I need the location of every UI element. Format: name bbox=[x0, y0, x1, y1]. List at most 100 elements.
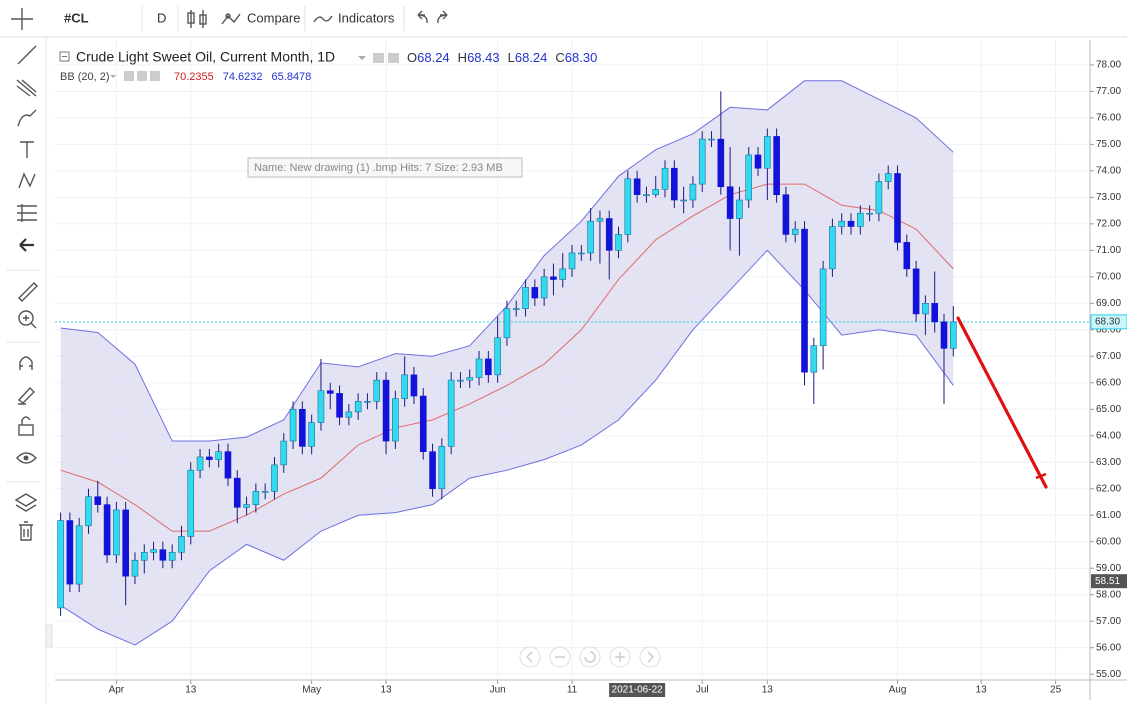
compare-icon[interactable] bbox=[221, 13, 241, 25]
candle-body bbox=[438, 446, 446, 490]
crosshair-tool[interactable] bbox=[11, 8, 33, 30]
candle-body bbox=[736, 199, 743, 219]
y-tick-label: 73.00 bbox=[1096, 192, 1121, 203]
indicators-button[interactable]: Indicators bbox=[338, 10, 395, 25]
interval[interactable]: D bbox=[157, 10, 166, 25]
lock-drawing-tool[interactable] bbox=[17, 386, 35, 405]
collapse-legend[interactable] bbox=[59, 51, 70, 62]
chart-style-button[interactable] bbox=[187, 10, 207, 28]
x-tick-label: 13 bbox=[185, 685, 197, 696]
candle-body bbox=[624, 178, 632, 235]
x-tick-label: May bbox=[302, 685, 321, 696]
candle-body bbox=[206, 456, 213, 460]
candle-body bbox=[596, 218, 604, 222]
indicator-settings[interactable] bbox=[124, 71, 134, 81]
candle-body bbox=[540, 276, 548, 299]
y-tick-label: 64.00 bbox=[1096, 430, 1121, 441]
y-tick-label: 61.00 bbox=[1096, 510, 1121, 521]
settings-icon[interactable] bbox=[373, 53, 384, 63]
dropdown-arrow[interactable] bbox=[110, 75, 116, 78]
candle-body bbox=[168, 552, 176, 561]
candle-body bbox=[150, 549, 157, 553]
text-tool[interactable] bbox=[20, 141, 34, 158]
pattern-tool[interactable] bbox=[18, 172, 36, 189]
trend-line-tool[interactable] bbox=[17, 45, 37, 65]
y-tick-label: 62.00 bbox=[1096, 483, 1121, 494]
candle-body bbox=[605, 218, 613, 251]
candle-body bbox=[299, 408, 306, 447]
candle-body bbox=[233, 477, 241, 508]
candle-body bbox=[419, 395, 427, 452]
candle-body bbox=[410, 374, 418, 397]
x-tick-label: 13 bbox=[976, 685, 988, 696]
undo-button[interactable] bbox=[417, 10, 428, 24]
candle-body bbox=[280, 440, 288, 466]
candle-body bbox=[66, 520, 74, 585]
layers-tool[interactable] bbox=[14, 493, 38, 512]
candle-body bbox=[689, 183, 697, 201]
trash-tool[interactable] bbox=[19, 521, 33, 541]
ohlc-value: 68.43 bbox=[467, 50, 500, 65]
fib-tool[interactable] bbox=[16, 79, 37, 97]
magnet-tool[interactable] bbox=[19, 356, 33, 370]
y-tick-label: 78.00 bbox=[1096, 60, 1121, 71]
indicator-name: BB (20, 2) bbox=[60, 71, 110, 83]
dropdown-arrow[interactable] bbox=[358, 56, 366, 60]
symbol[interactable]: #CL bbox=[64, 10, 89, 25]
zoom-tool[interactable] bbox=[18, 310, 37, 329]
candle-body bbox=[698, 138, 706, 185]
measure-tool[interactable] bbox=[18, 282, 38, 302]
indicator-value: 74.6232 bbox=[223, 71, 263, 83]
candle-body bbox=[866, 212, 873, 215]
reset[interactable] bbox=[579, 646, 601, 668]
redo-button[interactable] bbox=[437, 10, 448, 24]
candle-body bbox=[726, 186, 734, 219]
candle-body bbox=[522, 287, 529, 309]
scroll-left[interactable] bbox=[519, 646, 541, 668]
candle-body bbox=[103, 504, 111, 556]
candle-body bbox=[140, 552, 148, 561]
prediction-tool[interactable] bbox=[17, 204, 37, 222]
candle-body bbox=[392, 398, 399, 442]
indicator-values: 70.2355 74.6232 65.8478 bbox=[174, 71, 311, 83]
y-tick-label: 76.00 bbox=[1096, 113, 1121, 124]
indicator-visibility[interactable] bbox=[137, 71, 147, 81]
candle-body bbox=[354, 401, 362, 413]
brush-tool[interactable] bbox=[17, 109, 37, 127]
candle-body bbox=[85, 496, 92, 527]
candle-body bbox=[931, 303, 939, 323]
y-tick-label: 57.00 bbox=[1096, 616, 1121, 627]
candle-body bbox=[531, 287, 539, 299]
candle-body bbox=[243, 504, 250, 508]
chart-title: Crude Light Sweet Oil, Current Month, 1D bbox=[76, 49, 335, 65]
candle-body bbox=[447, 379, 455, 447]
candle-body bbox=[922, 303, 929, 315]
x-tick-label: Aug bbox=[889, 685, 907, 696]
visibility-icon[interactable] bbox=[388, 53, 399, 63]
zoom-controls bbox=[519, 646, 661, 668]
y-tick-label: 67.00 bbox=[1096, 351, 1121, 362]
candle-body bbox=[429, 451, 436, 490]
x-tick-label: Jul bbox=[696, 685, 709, 696]
y-tick-label: 60.00 bbox=[1096, 536, 1121, 547]
ohlc-legend: O68.24 H68.43 L68.24 C68.30 bbox=[407, 50, 597, 65]
x-tick-label: 11 bbox=[567, 685, 578, 696]
candle-body bbox=[261, 491, 269, 493]
back-arrow[interactable] bbox=[19, 238, 34, 252]
candle-body bbox=[680, 199, 687, 202]
compare-button[interactable]: Compare bbox=[247, 10, 300, 25]
indicator-remove[interactable] bbox=[150, 71, 160, 81]
lock-tool[interactable] bbox=[18, 416, 34, 436]
candle-body bbox=[633, 178, 641, 196]
x-tick-label: Apr bbox=[109, 685, 125, 696]
visibility-tool[interactable] bbox=[16, 452, 37, 464]
scroll-right[interactable] bbox=[639, 646, 661, 668]
candle-body bbox=[485, 358, 492, 376]
y-tick-label: 72.00 bbox=[1096, 218, 1121, 229]
user-drawing-arrow[interactable] bbox=[956, 316, 1048, 489]
candle-body bbox=[252, 491, 260, 505]
panel-collapse-handle[interactable] bbox=[45, 624, 53, 648]
candle-body bbox=[215, 451, 222, 460]
candle-body bbox=[578, 252, 585, 255]
